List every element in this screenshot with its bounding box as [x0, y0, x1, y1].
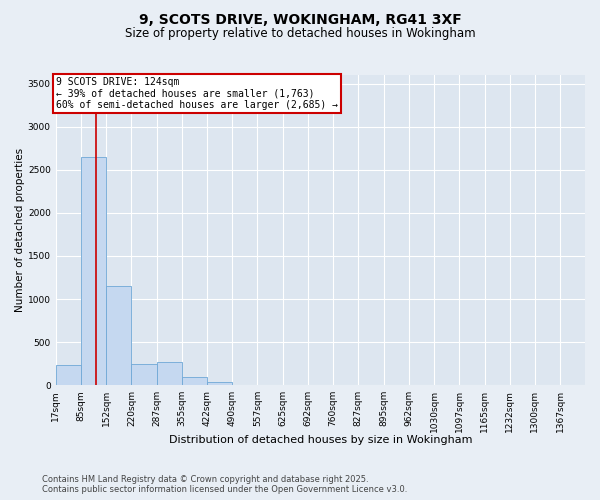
Bar — [207, 382, 232, 385]
Bar — [182, 376, 207, 385]
Bar — [131, 364, 157, 385]
Bar — [56, 366, 81, 385]
Text: 9 SCOTS DRIVE: 124sqm
← 39% of detached houses are smaller (1,763)
60% of semi-d: 9 SCOTS DRIVE: 124sqm ← 39% of detached … — [56, 76, 338, 110]
Y-axis label: Number of detached properties: Number of detached properties — [15, 148, 25, 312]
Text: 9, SCOTS DRIVE, WOKINGHAM, RG41 3XF: 9, SCOTS DRIVE, WOKINGHAM, RG41 3XF — [139, 12, 461, 26]
Bar — [106, 286, 131, 385]
Text: Contains HM Land Registry data © Crown copyright and database right 2025.: Contains HM Land Registry data © Crown c… — [42, 475, 368, 484]
Bar — [81, 157, 106, 385]
Text: Contains public sector information licensed under the Open Government Licence v3: Contains public sector information licen… — [42, 485, 407, 494]
Bar — [157, 362, 182, 385]
X-axis label: Distribution of detached houses by size in Wokingham: Distribution of detached houses by size … — [169, 435, 472, 445]
Text: Size of property relative to detached houses in Wokingham: Size of property relative to detached ho… — [125, 28, 475, 40]
